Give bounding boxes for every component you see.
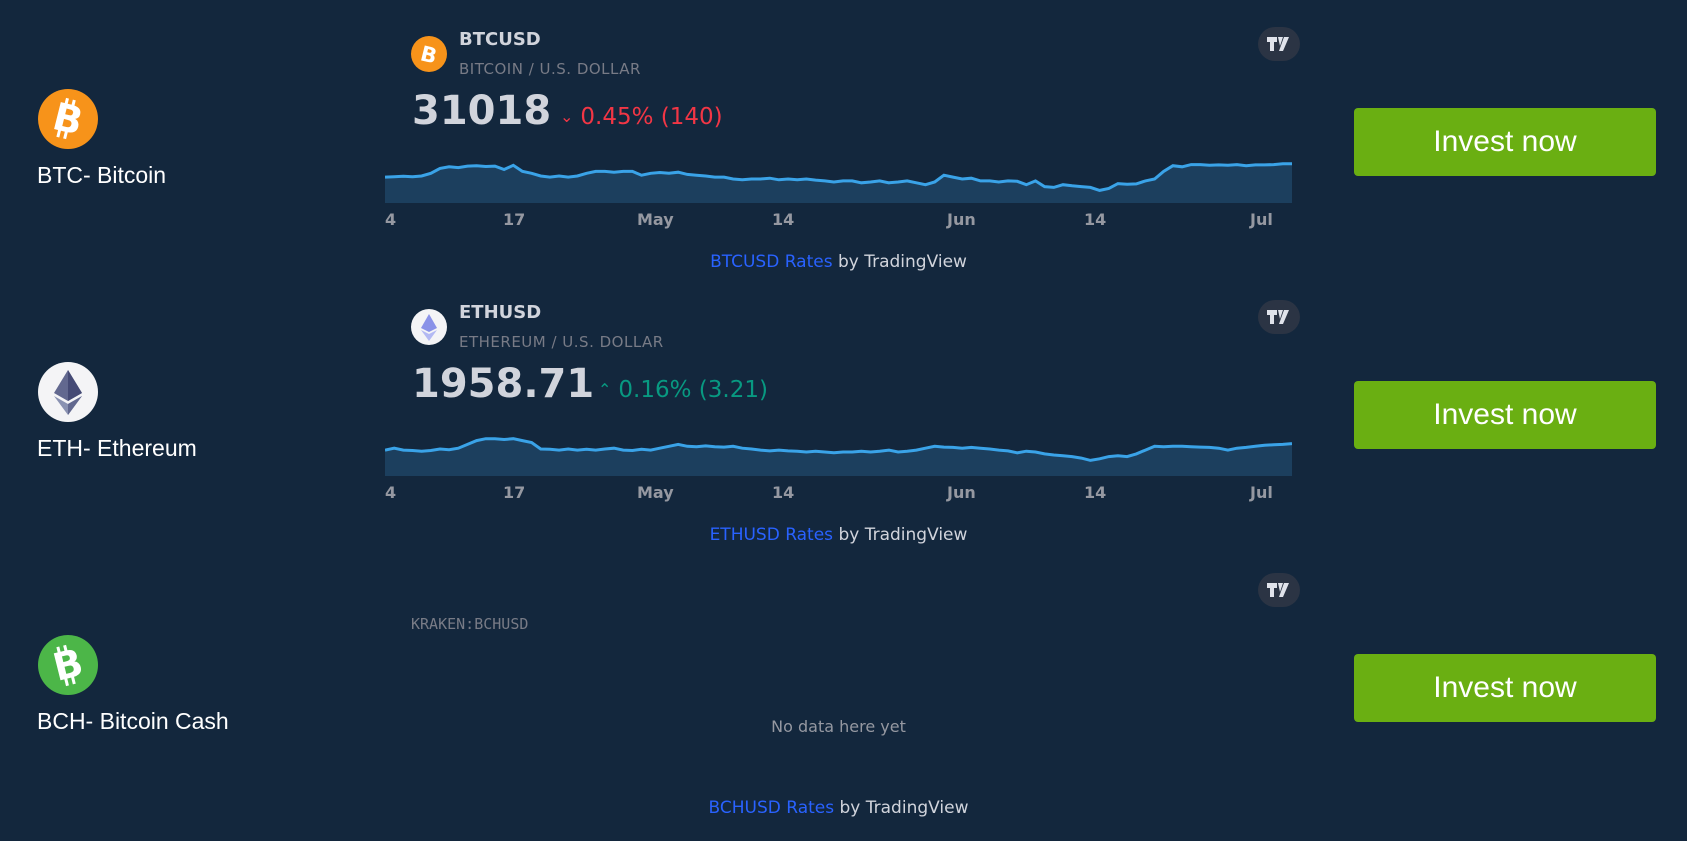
x-tick: Jun xyxy=(947,210,976,229)
symbol-description: ETHEREUM / U.S. DOLLAR xyxy=(459,333,664,351)
x-tick: 17 xyxy=(503,483,526,502)
attribution-suffix: by TradingView xyxy=(833,525,968,545)
ethereum-symbol-icon xyxy=(411,309,447,345)
x-tick: 14 xyxy=(1084,210,1107,229)
rates-link[interactable]: ETHUSD Rates xyxy=(709,525,834,545)
coin-row-eth: ETH- Ethereum ETHUSD ETHEREUM / U.S. DOL… xyxy=(0,273,1687,546)
x-tick: May xyxy=(637,210,674,229)
area-fill xyxy=(385,438,1292,476)
rates-link[interactable]: BCHUSD Rates xyxy=(708,798,835,818)
price-change: ⌃ 0.16% (3.21) xyxy=(598,377,768,403)
bitcoin-symbol-icon: B xyxy=(411,36,447,72)
price-change: ⌄ 0.45% (140) xyxy=(560,104,723,130)
symbol-description: BITCOIN / U.S. DOLLAR xyxy=(459,60,641,78)
svg-text:B: B xyxy=(418,41,439,68)
tradingview-logo-icon[interactable] xyxy=(1258,300,1300,334)
attribution-suffix: by TradingView xyxy=(834,798,969,818)
x-tick: 14 xyxy=(1084,483,1107,502)
chevron-up-icon: ⌃ xyxy=(598,380,612,399)
bitcoin-logo-icon: B xyxy=(38,89,98,149)
tradingview-logo-icon[interactable] xyxy=(1258,573,1300,607)
coin-label: ETH- Ethereum xyxy=(37,435,197,461)
coin-row-btc: B BTC- Bitcoin B BTCUSD BITCOIN / U.S. D… xyxy=(0,0,1687,273)
x-tick: May xyxy=(637,483,674,502)
mini-price-chart[interactable] xyxy=(385,428,1292,513)
rates-link[interactable]: BTCUSD Rates xyxy=(710,252,833,272)
tradingview-widget-btcusd[interactable]: B BTCUSD BITCOIN / U.S. DOLLAR 31018 ⌄ 0.… xyxy=(385,0,1300,273)
bitcoin-cash-logo-icon: B xyxy=(38,635,98,695)
attribution: BTCUSD Rates by TradingView xyxy=(385,252,1292,272)
x-tick: 14 xyxy=(772,483,795,502)
tradingview-widget-bchusd[interactable]: KRAKEN:BCHUSD No data here yet BCHUSD Ra… xyxy=(385,546,1300,841)
x-tick: 4 xyxy=(385,483,397,502)
last-price: 31018 xyxy=(412,88,552,134)
x-tick: 14 xyxy=(772,210,795,229)
coin-row-bch: B BCH- Bitcoin Cash KRAKEN:BCHUSD No dat… xyxy=(0,546,1687,841)
coin-label: BCH- Bitcoin Cash xyxy=(37,708,229,734)
attribution: BCHUSD Rates by TradingView xyxy=(385,798,1292,818)
price-change-value: 0.45% (140) xyxy=(580,104,723,130)
symbol-name[interactable]: BTCUSD xyxy=(459,29,541,50)
last-price: 1958.71 xyxy=(412,361,595,407)
attribution: ETHUSD Rates by TradingView xyxy=(385,525,1292,545)
x-tick: Jul xyxy=(1250,483,1273,502)
chevron-down-icon: ⌄ xyxy=(560,107,574,126)
price-change-value: 0.16% (3.21) xyxy=(618,377,768,403)
price-line xyxy=(385,437,1292,462)
x-tick: Jun xyxy=(947,483,976,502)
symbol-name[interactable]: ETHUSD xyxy=(459,302,542,323)
invest-now-button[interactable]: Invest now xyxy=(1354,108,1656,176)
x-tick: Jul xyxy=(1250,210,1273,229)
x-tick: 4 xyxy=(385,210,397,229)
area-fill xyxy=(385,163,1292,203)
invest-now-button[interactable]: Invest now xyxy=(1354,654,1656,722)
tradingview-widget-ethusd[interactable]: ETHUSD ETHEREUM / U.S. DOLLAR 1958.71 ⌃ 0… xyxy=(385,273,1300,546)
exchange-symbol: KRAKEN:BCHUSD xyxy=(411,615,529,633)
mini-price-chart[interactable] xyxy=(385,155,1292,240)
ethereum-logo-icon xyxy=(38,362,98,422)
attribution-suffix: by TradingView xyxy=(832,252,967,272)
x-tick: 17 xyxy=(503,210,526,229)
coin-label: BTC- Bitcoin xyxy=(37,162,167,188)
invest-now-button[interactable]: Invest now xyxy=(1354,381,1656,449)
price-line xyxy=(385,162,1292,192)
no-data-message: No data here yet xyxy=(771,717,906,736)
tradingview-logo-icon[interactable] xyxy=(1258,27,1300,61)
